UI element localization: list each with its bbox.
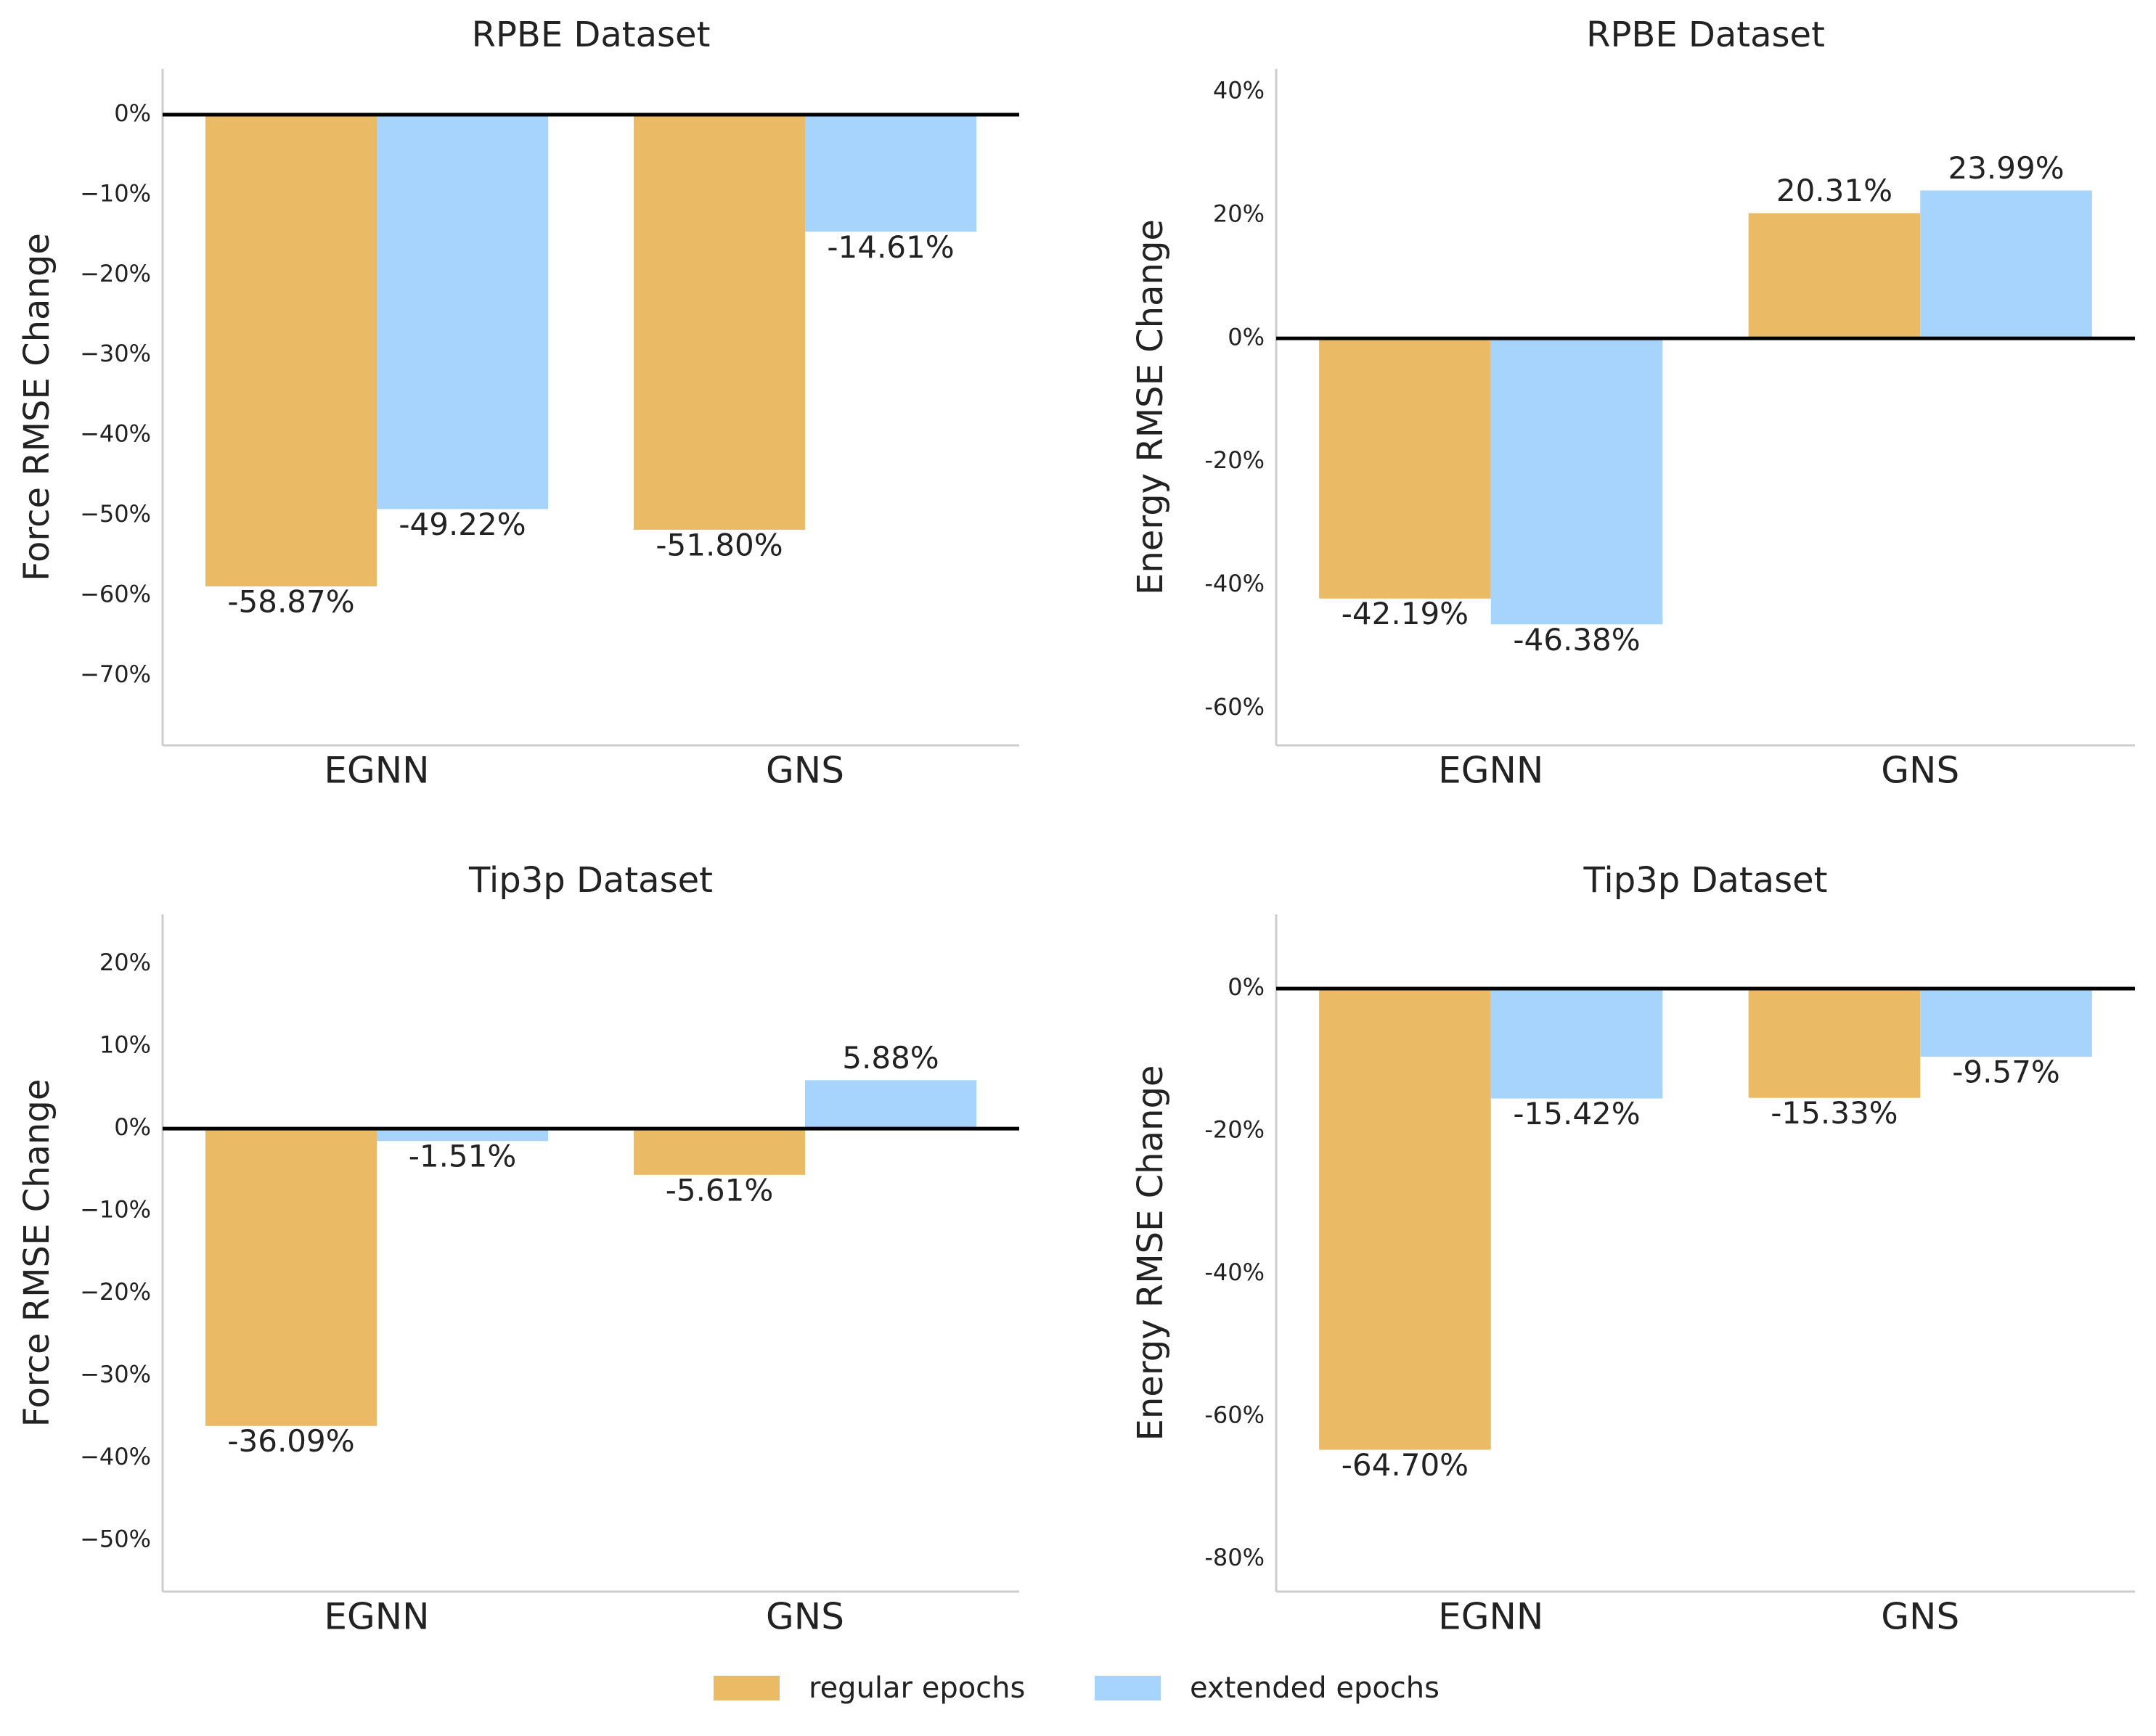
value-label: -42.19% (1342, 596, 1469, 631)
y-tick-label: -80% (1204, 1544, 1265, 1571)
chart-title: RPBE Dataset (472, 15, 711, 55)
value-label: -14.61% (827, 229, 954, 265)
y-tick-label: 0% (1228, 323, 1265, 351)
bar (1490, 338, 1663, 625)
y-tick-label: 40% (1213, 76, 1265, 104)
bar (805, 114, 976, 232)
x-tick-label: EGNN (324, 1596, 429, 1638)
bar (805, 1080, 976, 1129)
x-tick-label: GNS (766, 1596, 844, 1638)
value-label: -58.87% (227, 584, 354, 620)
y-tick-label: −40% (80, 1443, 151, 1470)
y-tick-label: −10% (80, 179, 151, 207)
bar (1748, 213, 1921, 339)
value-label: -15.33% (1771, 1095, 1898, 1131)
y-tick-label: 10% (99, 1031, 151, 1059)
legend-swatch (714, 1676, 780, 1700)
y-tick-label: -60% (1204, 1401, 1265, 1428)
bar (377, 114, 548, 509)
y-axis-label: Force RMSE Change (17, 1079, 57, 1428)
y-tick-label: 0% (114, 1113, 151, 1141)
bar (1920, 988, 2092, 1057)
bar (634, 1129, 805, 1175)
legend-label: regular epochs (809, 1671, 1025, 1705)
x-tick-label: GNS (1881, 1596, 1959, 1638)
y-tick-label: 0% (114, 99, 151, 127)
value-label: -64.70% (1342, 1447, 1469, 1483)
x-tick-label: EGNN (1438, 750, 1543, 792)
y-tick-label: −40% (80, 420, 151, 448)
y-tick-label: -20% (1204, 446, 1265, 474)
value-label: 5.88% (842, 1040, 939, 1076)
y-tick-label: −60% (80, 581, 151, 608)
chart-title: Tip3p Dataset (468, 860, 713, 901)
y-tick-label: −30% (80, 1361, 151, 1388)
x-tick-label: GNS (766, 750, 844, 792)
value-label: -36.09% (227, 1423, 354, 1459)
y-tick-label: -40% (1204, 570, 1265, 597)
y-axis-label: Force RMSE Change (17, 233, 57, 581)
value-label: -51.80% (656, 527, 783, 562)
y-tick-label: −20% (80, 260, 151, 287)
y-tick-label: -20% (1204, 1116, 1265, 1144)
y-axis-label: Energy RMSE Change (1130, 1065, 1171, 1441)
x-tick-label: GNS (1881, 750, 1959, 792)
value-label: 20.31% (1776, 173, 1892, 208)
y-tick-label: −70% (80, 660, 151, 688)
x-tick-label: EGNN (1438, 1596, 1543, 1638)
bar (1319, 988, 1491, 1450)
value-label: 23.99% (1948, 150, 2064, 186)
x-tick-label: EGNN (324, 750, 429, 792)
bar (205, 1129, 377, 1426)
bar (205, 114, 377, 587)
y-tick-label: 20% (99, 949, 151, 976)
value-label: -15.42% (1513, 1096, 1640, 1131)
value-label: -49.22% (399, 507, 526, 542)
y-tick-label: -40% (1204, 1258, 1265, 1286)
y-tick-label: −10% (80, 1196, 151, 1224)
bar (1490, 988, 1663, 1099)
chart-title: Tip3p Dataset (1583, 860, 1828, 901)
y-axis-label: Energy RMSE Change (1130, 219, 1171, 595)
legend-label: extended epochs (1190, 1671, 1440, 1705)
bar (634, 114, 805, 530)
y-tick-label: −50% (80, 500, 151, 528)
y-tick-label: -60% (1204, 693, 1265, 721)
y-tick-label: −20% (80, 1278, 151, 1306)
bar (377, 1129, 548, 1142)
y-tick-label: −50% (80, 1526, 151, 1553)
y-tick-label: 0% (1228, 973, 1265, 1001)
bar (1748, 988, 1921, 1098)
value-label: -46.38% (1513, 622, 1640, 658)
bar (1920, 190, 2092, 339)
chart-title: RPBE Dataset (1586, 15, 1825, 55)
value-label: -9.57% (1952, 1055, 2060, 1090)
y-tick-label: −30% (80, 340, 151, 367)
legend-swatch (1095, 1676, 1161, 1700)
y-tick-label: 20% (1213, 200, 1265, 227)
bar (1319, 338, 1491, 599)
value-label: -1.51% (409, 1139, 517, 1174)
value-label: -5.61% (666, 1172, 774, 1208)
